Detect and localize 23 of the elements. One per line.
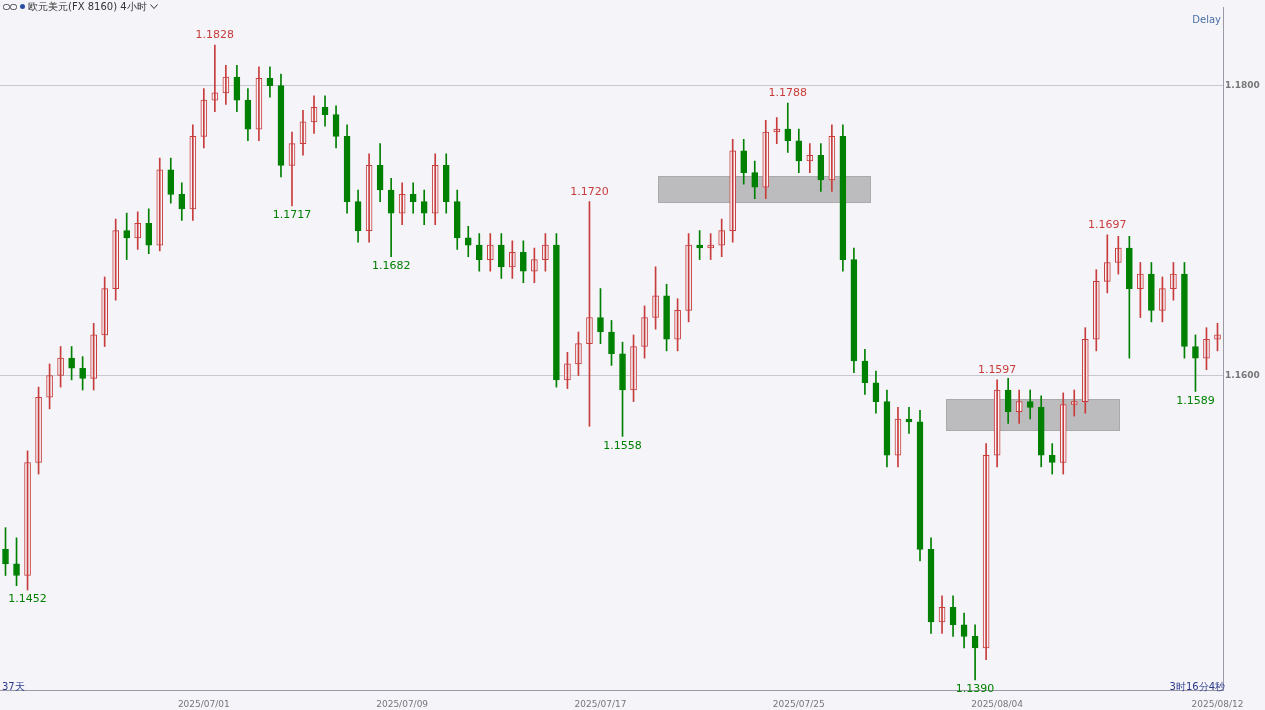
x-tick-label: 2025/08/04 — [971, 698, 1024, 709]
annotation: 1.1597 — [977, 363, 1017, 377]
annotation: 1.1682 — [371, 259, 411, 273]
x-tick-label: 2025/07/09 — [376, 698, 429, 709]
annotation: 1.1788 — [768, 86, 808, 100]
annotation: 1.1390 — [955, 682, 995, 696]
annotation: 37天 — [2, 680, 25, 694]
annotation: 1.1452 — [8, 592, 47, 606]
x-tick-label: 2025/07/17 — [574, 698, 627, 709]
x-tick-label: 2025/08/12 — [1191, 698, 1244, 709]
annotation: 1.1720 — [570, 184, 609, 198]
annotation: 1.1697 — [1088, 218, 1127, 232]
annotation: 1.1558 — [603, 438, 642, 452]
y-tick-label: 1.1800 — [1225, 80, 1260, 90]
annotation: 1.1717 — [272, 208, 312, 222]
annotation: 1.1828 — [195, 28, 235, 42]
annotation: 3时16分4秒 — [1169, 680, 1225, 694]
x-tick-label: 2025/07/25 — [772, 698, 825, 709]
x-tick-label: 2025/07/01 — [177, 698, 230, 709]
chart-title: 欧元美元(FX 8160) 4小时 — [28, 0, 147, 14]
annotation: 1.1589 — [1176, 393, 1215, 407]
y-tick-label: 1.1600 — [1225, 369, 1260, 380]
annotation: Delay — [1192, 14, 1221, 25]
